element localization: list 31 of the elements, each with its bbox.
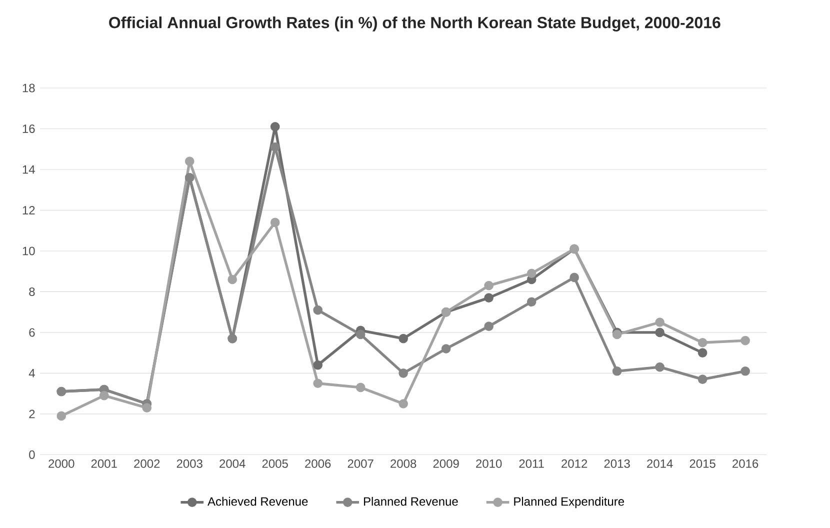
y-tick-label: 14 <box>22 165 35 174</box>
x-tick-label: 2007 <box>348 459 374 468</box>
chart-title: Official Annual Growth Rates (in %) of the North Korean State Budget, 2000-2016 <box>109 16 720 32</box>
x-tick-label: 2015 <box>690 459 716 468</box>
y-tick-label: 2 <box>29 410 35 418</box>
y-tick-label: 8 <box>29 287 35 296</box>
y-tick-label: 18 <box>22 84 35 92</box>
x-tick-label: 2008 <box>390 459 416 468</box>
x-tick-label: 2000 <box>48 459 74 468</box>
x-tick-label: 2010 <box>476 459 502 468</box>
x-tick-label: 2001 <box>91 459 117 468</box>
y-tick-label: 12 <box>22 206 35 214</box>
legend-label: Achieved Revenue <box>208 496 308 506</box>
x-tick-label: 2005 <box>262 459 288 468</box>
legend-label: Planned Revenue <box>364 496 458 506</box>
x-tick-label: 2011 <box>519 459 544 468</box>
x-tick-label: 2004 <box>220 459 246 468</box>
x-tick-label: 2003 <box>176 459 202 468</box>
x-tick-label: 2002 <box>134 459 160 468</box>
y-tick-label: 6 <box>29 328 35 337</box>
y-tick-label: 16 <box>22 124 35 133</box>
legend-label: Planned Expenditure <box>514 496 624 508</box>
y-tick-label: 10 <box>22 246 35 256</box>
x-tick-label: 2009 <box>433 459 459 468</box>
x-tick-label: 2013 <box>604 459 630 468</box>
x-tick-label: 2012 <box>562 459 588 468</box>
x-tick-label: 2014 <box>647 459 673 468</box>
x-tick-label: 2016 <box>732 459 758 468</box>
y-tick-label: 4 <box>28 369 35 378</box>
x-tick-label: 2006 <box>305 459 331 468</box>
y-tick-label: 0 <box>29 450 35 459</box>
